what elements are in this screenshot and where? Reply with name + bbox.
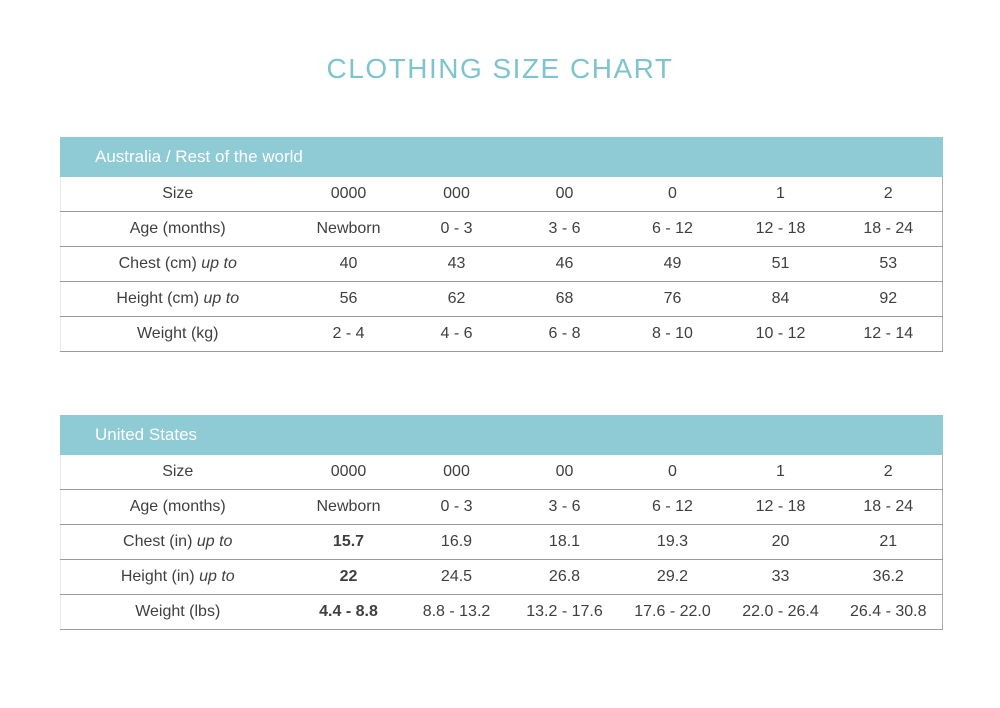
size-table-australia: Size 0000 000 00 0 1 2 Age (months) Newborn 0 - 3… <box>60 177 943 352</box>
table-row: Weight (lbs) 4.4 - 8.8 8.8 - 13.2 13.2 - 17… <box>60 594 943 630</box>
cell-value: 15.7 <box>294 524 403 560</box>
cell-value: 17.6 - 22.0 <box>618 594 727 630</box>
row-label: Size <box>60 177 295 212</box>
cell-value: 12 - 18 <box>726 211 835 247</box>
table-row: Height (cm) up to 56 62 68 76 84 92 <box>60 281 943 317</box>
cell-value: 84 <box>726 281 835 317</box>
table-row: Chest (in) up to 15.7 16.9 18.1 19.3 20 21 <box>60 524 943 560</box>
cell-value: 000 <box>402 455 511 490</box>
row-label: Height (in) up to <box>60 559 295 595</box>
table-header-label: United States <box>95 425 198 444</box>
cell-value: 19.3 <box>618 524 727 560</box>
row-label: Height (cm) up to <box>60 281 295 317</box>
table-row: Size 0000 000 00 0 1 2 <box>60 177 943 212</box>
cell-value: 43 <box>402 246 511 282</box>
cell-value: 62 <box>402 281 511 317</box>
cell-value: 18 - 24 <box>834 489 943 525</box>
cell-value: 0 - 3 <box>402 489 511 525</box>
cell-value: 24.5 <box>402 559 511 595</box>
page-title: CLOTHING SIZE CHART <box>326 53 674 84</box>
table-section-australia: Australia / Rest of the world Size 0000 00… <box>60 137 943 352</box>
cell-value: 18.1 <box>510 524 619 560</box>
cell-value: 6 - 12 <box>618 489 727 525</box>
cell-value: 53 <box>834 246 943 282</box>
cell-value: 92 <box>834 281 943 317</box>
cell-value: 0 - 3 <box>402 211 511 247</box>
row-label: Chest (cm) up to <box>60 246 295 282</box>
table-section-united-states: United States Size 0000 000 00 0 1 2 Age (month… <box>60 415 943 630</box>
row-label: Age (months) <box>60 489 295 525</box>
cell-value: 56 <box>294 281 403 317</box>
cell-value: 12 - 14 <box>834 316 943 352</box>
row-label: Chest (in) up to <box>60 524 295 560</box>
table-header-label: Australia / Rest of the world <box>95 147 303 166</box>
cell-value: 3 - 6 <box>510 489 619 525</box>
size-table-united-states: Size 0000 000 00 0 1 2 Age (months) Newborn 0 - 3… <box>60 455 943 630</box>
cell-value: 29.2 <box>618 559 727 595</box>
row-label: Weight (lbs) <box>60 594 295 630</box>
row-label: Age (months) <box>60 211 295 247</box>
cell-value: 26.8 <box>510 559 619 595</box>
cell-value: 8.8 - 13.2 <box>402 594 511 630</box>
cell-value: Newborn <box>294 211 403 247</box>
cell-value: 2 - 4 <box>294 316 403 352</box>
cell-value: 000 <box>402 177 511 212</box>
cell-value: 12 - 18 <box>726 489 835 525</box>
cell-value: 36.2 <box>834 559 943 595</box>
cell-value: 51 <box>726 246 835 282</box>
cell-value: 0 <box>618 177 727 212</box>
cell-value: Newborn <box>294 489 403 525</box>
cell-value: 8 - 10 <box>618 316 727 352</box>
cell-value: 33 <box>726 559 835 595</box>
table-header-band: Australia / Rest of the world <box>60 137 943 177</box>
cell-value: 1 <box>726 177 835 212</box>
cell-value: 16.9 <box>402 524 511 560</box>
cell-value: 68 <box>510 281 619 317</box>
table-row: Chest (cm) up to 40 43 46 49 51 53 <box>60 246 943 282</box>
cell-value: 22.0 - 26.4 <box>726 594 835 630</box>
cell-value: 21 <box>834 524 943 560</box>
cell-value: 10 - 12 <box>726 316 835 352</box>
table-row: Size 0000 000 00 0 1 2 <box>60 455 943 490</box>
cell-value: 0000 <box>294 455 403 490</box>
cell-value: 6 - 12 <box>618 211 727 247</box>
cell-value: 0 <box>618 455 727 490</box>
cell-value: 49 <box>618 246 727 282</box>
cell-value: 18 - 24 <box>834 211 943 247</box>
cell-value: 20 <box>726 524 835 560</box>
cell-value: 46 <box>510 246 619 282</box>
cell-value: 13.2 - 17.6 <box>510 594 619 630</box>
table-header-band: United States <box>60 415 943 455</box>
table-row: Height (in) up to 22 24.5 26.8 29.2 33 36.2 <box>60 559 943 595</box>
cell-value: 76 <box>618 281 727 317</box>
cell-value: 3 - 6 <box>510 211 619 247</box>
cell-value: 26.4 - 30.8 <box>834 594 943 630</box>
cell-value: 00 <box>510 455 619 490</box>
cell-value: 4 - 6 <box>402 316 511 352</box>
cell-value: 6 - 8 <box>510 316 619 352</box>
cell-value: 22 <box>294 559 403 595</box>
cell-value: 2 <box>834 455 943 490</box>
row-label: Size <box>60 455 295 490</box>
cell-value: 2 <box>834 177 943 212</box>
cell-value: 00 <box>510 177 619 212</box>
cell-value: 4.4 - 8.8 <box>294 594 403 630</box>
row-label: Weight (kg) <box>60 316 295 352</box>
cell-value: 1 <box>726 455 835 490</box>
cell-value: 40 <box>294 246 403 282</box>
cell-value: 0000 <box>294 177 403 212</box>
